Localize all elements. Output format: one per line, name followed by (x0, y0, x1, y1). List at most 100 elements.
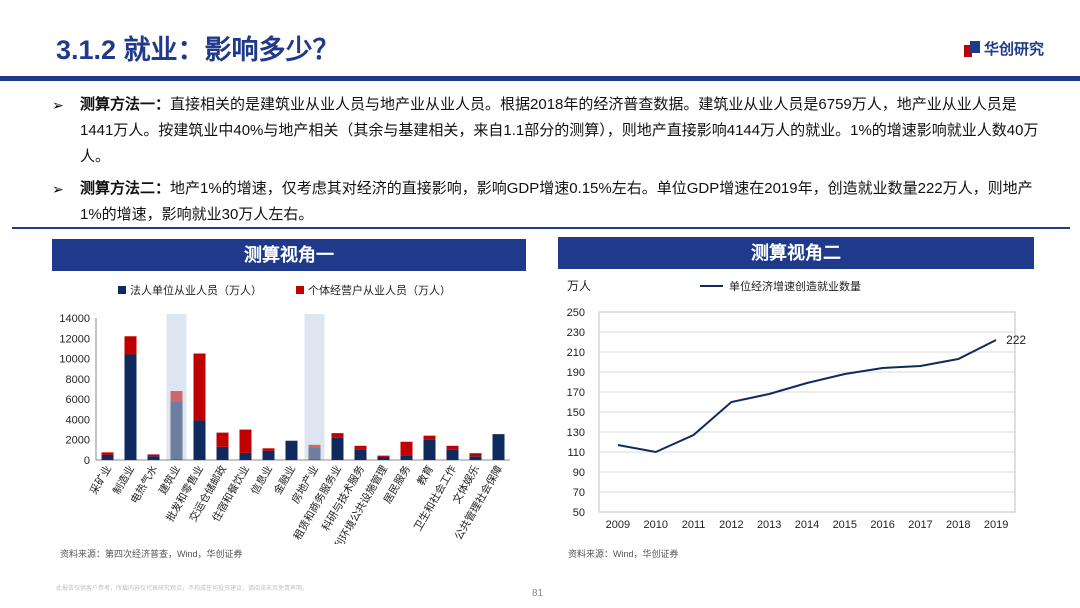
header-divider (0, 76, 1080, 81)
y-tick-label: 50 (573, 507, 585, 519)
brand-logo: 华创研究 (963, 38, 1044, 59)
y-tick-label: 4000 (66, 414, 90, 426)
y-tick-label: 210 (567, 347, 585, 359)
bar-segment (308, 447, 321, 460)
bullet-body: 直接相关的是建筑业从业人员与地产业从业人员。根据2018年的经济普查数据。建筑业… (80, 96, 1039, 165)
y-tick-label: 8000 (66, 374, 90, 386)
bullet-body: 地产1%的增速，仅考虑其对经济的直接影响，影响GDP增速0.15%左右。单位GD… (80, 180, 1033, 223)
bullet-method-one: ➢ 测算方法一：直接相关的是建筑业从业人员与地产业从业人员。根据2018年的经济… (52, 92, 1042, 170)
y-tick-label: 250 (567, 307, 585, 319)
bar-segment (446, 445, 459, 450)
x-tick-label: 2013 (757, 519, 781, 531)
legend-swatch (296, 286, 304, 294)
x-tick-label: 2015 (833, 519, 857, 531)
bar-segment (239, 429, 252, 453)
x-tick-label: 2014 (795, 519, 819, 531)
right-source-note: 资料来源：Wind，华创证券 (568, 549, 679, 559)
bar-segment (216, 446, 229, 460)
bar-segment (469, 453, 482, 457)
bullet-method-two: ➢ 测算方法二：地产1%的增速，仅考虑其对经济的直接影响，影响GDP增速0.15… (52, 176, 1042, 228)
bar-segment (377, 455, 390, 457)
x-tick-label: 教育 (414, 463, 436, 488)
left-panel-header: 测算视角一 (52, 239, 526, 271)
x-tick-label: 采矿业 (87, 463, 114, 497)
bar-segment (354, 449, 367, 460)
logo-icon (963, 40, 980, 57)
legend-swatch (118, 286, 126, 294)
y-tick-label: 0 (84, 455, 90, 467)
bar-segment (331, 437, 344, 460)
method-bullets: ➢ 测算方法一：直接相关的是建筑业从业人员与地产业从业人员。根据2018年的经济… (52, 92, 1042, 234)
page-title: 3.1.2 就业：影响多少？ (56, 35, 340, 65)
bar-segment (216, 432, 229, 447)
y-tick-label: 90 (573, 467, 585, 479)
bar-segment (446, 449, 459, 460)
logo-text: 华创研究 (983, 41, 1044, 58)
y-tick-label: 2000 (66, 435, 90, 447)
bar-segment (308, 444, 321, 448)
bullet-lead: 测算方法一： (80, 96, 171, 113)
bar-segment (239, 452, 252, 460)
bar-segment (377, 456, 390, 460)
bar-segment (147, 456, 160, 460)
arrow-bullet-icon: ➢ (52, 97, 64, 113)
y-tick-label: 230 (567, 327, 585, 339)
plot-frame (598, 311, 1016, 513)
bar-segment (469, 456, 482, 460)
bar-segment (331, 433, 344, 438)
data-label: 222 (1006, 333, 1026, 347)
y-tick-label: 190 (567, 367, 585, 379)
y-tick-label: 130 (567, 427, 585, 439)
y-tick-label: 150 (567, 407, 585, 419)
y-unit-label: 万人 (567, 279, 591, 293)
jobs-per-gdp-growth-chart: 万人 单位经济增速创造就业数量 50 70 90 110 130 150 170 190 210 23… (567, 279, 1027, 531)
y-tick-label: 110 (567, 447, 585, 459)
bar-segment (101, 452, 114, 455)
x-tick-label: 2016 (870, 519, 894, 531)
bar-segment (423, 439, 436, 460)
bar-segment (400, 455, 413, 460)
bar-segment (124, 354, 137, 460)
bar-segment (262, 450, 275, 460)
bar-segment (354, 445, 367, 450)
y-tick-label: 70 (573, 487, 585, 499)
legend-label: 单位经济增速创造就业数量 (729, 279, 861, 293)
employment-by-industry-chart: 法人单位从业人员（万人） 个体经营户从业人员（万人） 0 2000 4000 6000 80… (59, 283, 510, 544)
bar-segment (193, 420, 206, 460)
x-tick-label: 2010 (643, 519, 667, 531)
x-tick-label: 2018 (946, 519, 970, 531)
section-divider (12, 227, 1070, 229)
arrow-bullet-icon: ➢ (52, 181, 64, 197)
series-line (617, 339, 997, 454)
bar-segment (170, 401, 183, 460)
bar-segment (285, 440, 298, 460)
bullet-lead: 测算方法二： (80, 180, 171, 197)
footer-disclaimer: 此报告仅供客户参考，所载内容仅代表研究观点，不构成任何投资建议，请阅读末页免责声… (56, 586, 309, 592)
right-panel-header: 测算视角二 (558, 237, 1034, 269)
x-tick-label: 2011 (682, 519, 706, 531)
bar-segment (170, 391, 183, 402)
bar-segment (193, 353, 206, 421)
y-tick-label: 14000 (59, 313, 90, 325)
page-number: 81 (532, 588, 544, 599)
x-tick-label: 信息业 (248, 463, 275, 497)
bar-segment (400, 441, 413, 456)
highlight-band (304, 314, 325, 460)
y-tick-label: 170 (567, 387, 585, 399)
bar-segment (147, 454, 160, 457)
bar-segment (262, 448, 275, 451)
left-source-note: 资料来源：第四次经济普查，Wind，华创证券 (60, 549, 243, 559)
y-tick-label: 12000 (59, 333, 90, 345)
bar-segment (423, 435, 436, 440)
x-tick-label: 2017 (908, 519, 932, 531)
y-tick-label: 6000 (66, 394, 90, 406)
y-tick-label: 10000 (59, 354, 90, 366)
bar-segment (492, 434, 505, 460)
bar-segment (101, 454, 114, 460)
legend-label: 个体经营户从业人员（万人） (308, 283, 451, 297)
legend-label: 法人单位从业人员（万人） (130, 283, 262, 297)
x-tick-label: 2012 (719, 519, 743, 531)
bar-segment (124, 336, 137, 355)
x-tick-label: 2009 (606, 519, 630, 531)
x-tick-label: 2019 (984, 519, 1008, 531)
